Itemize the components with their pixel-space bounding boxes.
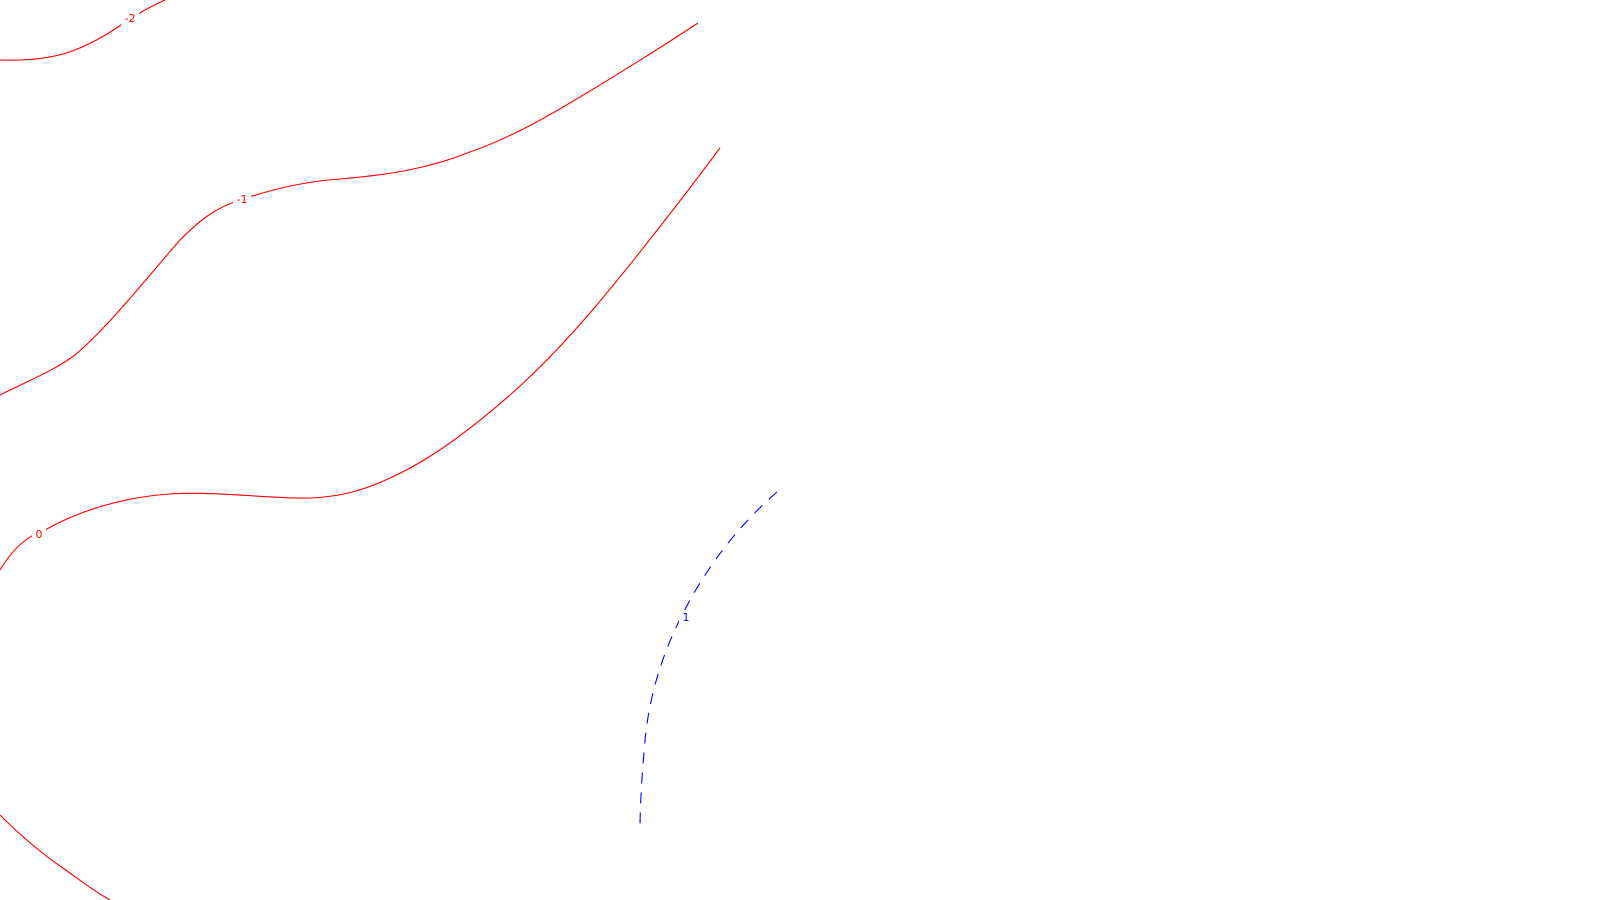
- contour-label-group-1: 1: [679, 610, 693, 624]
- contour-label-group-0: 0: [32, 527, 46, 541]
- contour-line-minus-1-b: [0, 147, 721, 571]
- contour-label-0: 0: [36, 528, 43, 541]
- contour-line-minus-1-a: [0, 22, 699, 396]
- contour-label-group-minus-2: -2: [121, 11, 139, 25]
- contour-label-minus-2: -2: [125, 12, 136, 25]
- contour-label-group-minus-1: -1: [233, 192, 251, 206]
- contour-label-minus-1: -1: [237, 193, 248, 206]
- contour-line-minus-2: [0, 0, 166, 61]
- contour-label-1: 1: [683, 611, 690, 624]
- contour-line-0: [0, 814, 111, 900]
- contour-line-1: [639, 491, 778, 831]
